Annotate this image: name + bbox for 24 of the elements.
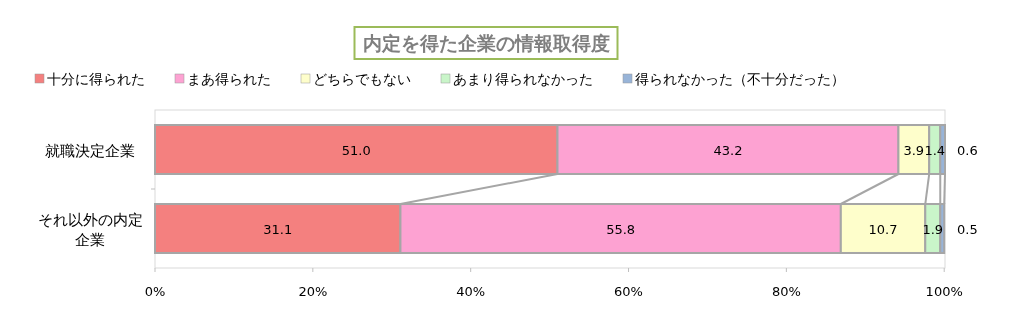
legend-label: あまり得られなかった (453, 71, 593, 87)
x-tick-label: 0% (144, 284, 166, 299)
y-tick-label: それ以外の内定企業 (37, 210, 143, 249)
data-label: 0.5 (957, 221, 978, 237)
data-label: 43.2 (713, 142, 743, 158)
y-tick-label: 就職決定企業 (45, 141, 135, 160)
chart-title: 内定を得た企業の情報取得度 (362, 32, 610, 54)
data-label: 3.9 (903, 142, 925, 158)
x-tick-label: 60% (614, 284, 643, 299)
data-label: 10.7 (868, 221, 898, 237)
x-tick-label: 80% (771, 284, 801, 299)
data-label: 1.4 (924, 142, 946, 158)
legend-label: まあ得られた (187, 71, 271, 87)
data-label: 1.9 (922, 221, 944, 237)
legend-label: どちらでもない (313, 71, 411, 87)
x-tick-label: 100% (925, 284, 963, 299)
x-tick-label: 40% (456, 284, 486, 299)
x-tick-label: 20% (298, 284, 328, 299)
legend-label: 十分に得られた (47, 71, 145, 87)
data-label: 51.0 (341, 142, 371, 158)
data-label: 0.6 (957, 142, 978, 158)
data-label: 55.8 (606, 221, 636, 237)
legend-label: 得られなかった（不十分だった） (635, 71, 845, 87)
data-label: 31.1 (263, 221, 293, 237)
